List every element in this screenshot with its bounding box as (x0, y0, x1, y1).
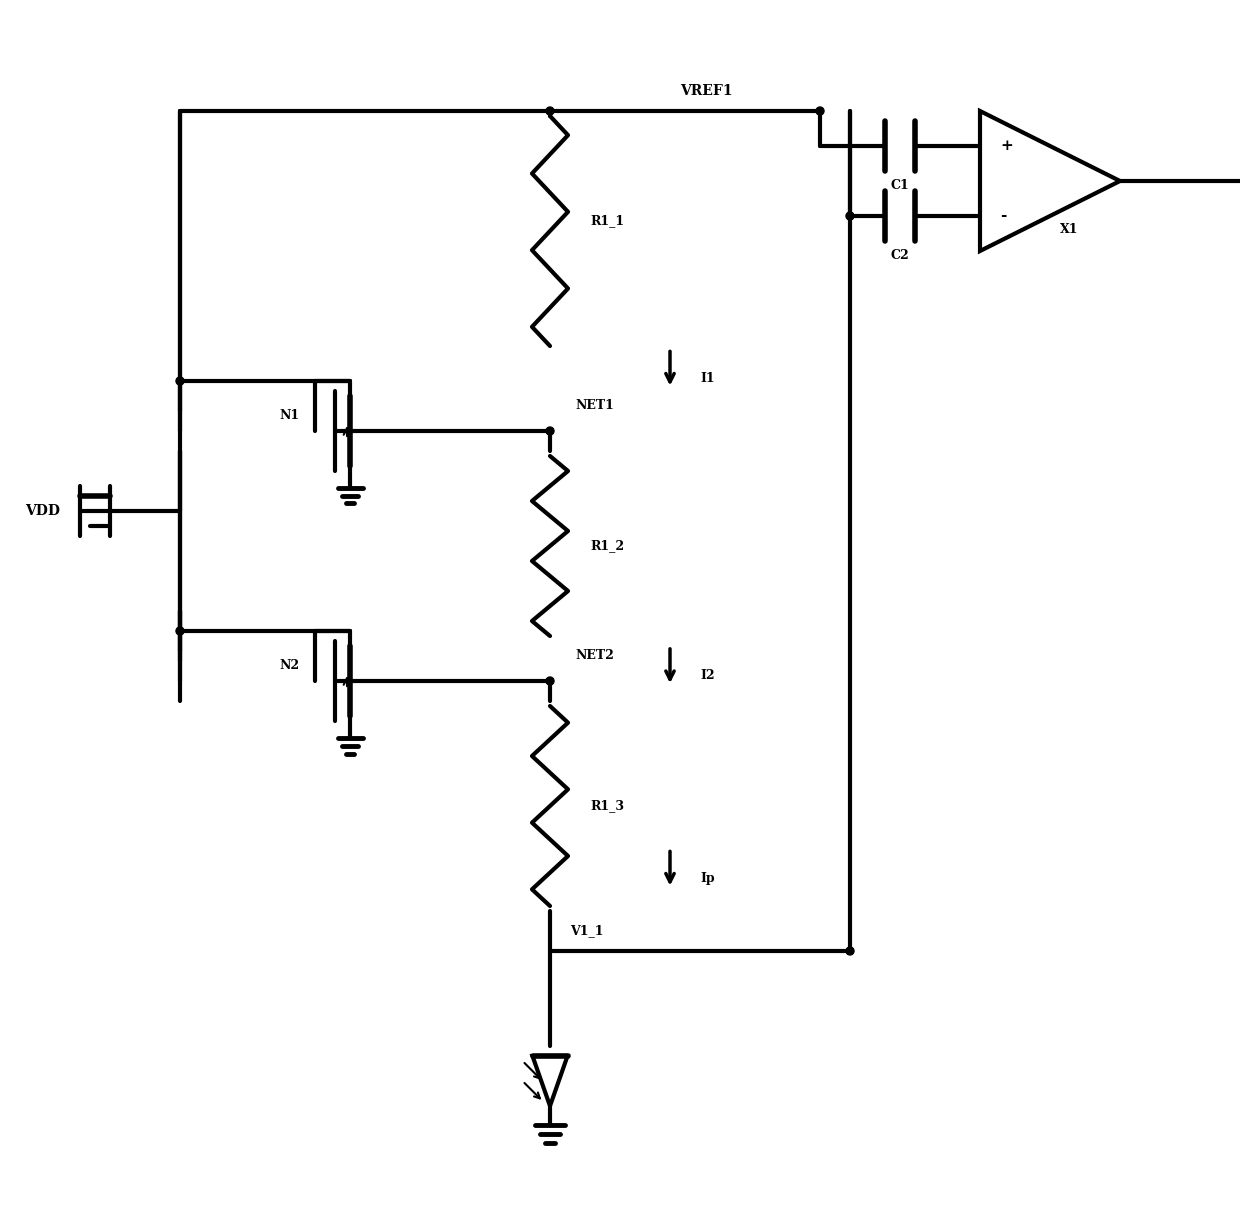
Text: V1_1: V1_1 (570, 924, 604, 938)
Text: NET2: NET2 (575, 650, 614, 662)
Text: C1: C1 (890, 180, 909, 192)
Circle shape (846, 212, 854, 220)
Text: +: + (999, 139, 1013, 153)
Text: C2: C2 (890, 250, 909, 262)
Text: VDD: VDD (25, 503, 60, 518)
Text: I1: I1 (701, 372, 714, 385)
Text: NET1: NET1 (575, 400, 614, 412)
Text: I2: I2 (701, 670, 714, 682)
Text: N2: N2 (280, 660, 300, 672)
Text: -: - (999, 209, 1007, 223)
Circle shape (546, 427, 554, 435)
Text: R1_2: R1_2 (590, 539, 624, 553)
Circle shape (816, 107, 825, 114)
Circle shape (546, 107, 554, 114)
Text: R1_3: R1_3 (590, 799, 624, 812)
Text: R1_1: R1_1 (590, 214, 624, 228)
Circle shape (176, 627, 184, 635)
Text: Ip: Ip (701, 872, 714, 885)
Text: N1: N1 (280, 410, 300, 422)
Circle shape (176, 377, 184, 385)
Circle shape (546, 677, 554, 684)
Text: X1: X1 (1060, 224, 1079, 236)
Circle shape (846, 947, 854, 955)
Text: VREF1: VREF1 (680, 84, 733, 98)
